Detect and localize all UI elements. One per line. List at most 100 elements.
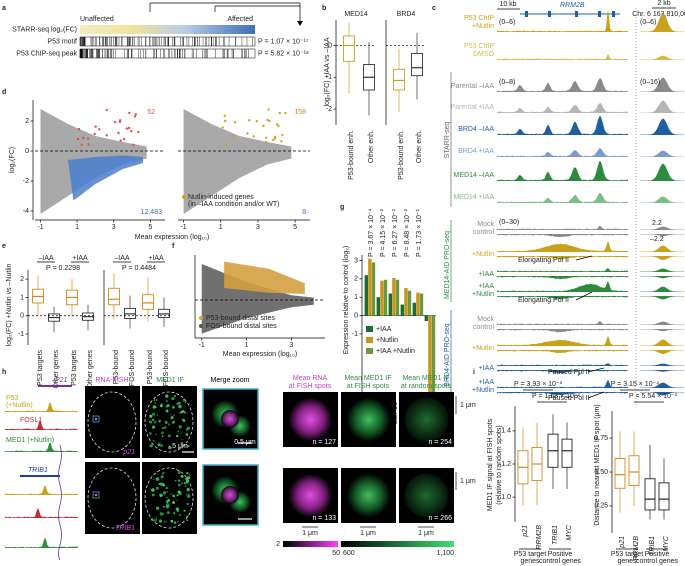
signal-track bbox=[640, 339, 684, 346]
group-label: STARR-seq bbox=[444, 121, 451, 158]
scatter-cloud bbox=[224, 261, 305, 294]
scatter-dot bbox=[128, 111, 131, 115]
y-tick-label: 2 bbox=[354, 276, 358, 283]
x-tick-label: 1 bbox=[219, 224, 223, 231]
fish-spot bbox=[94, 493, 98, 497]
n-label: n = 133 bbox=[312, 515, 336, 522]
track-label: Mock bbox=[477, 221, 494, 228]
if-spot bbox=[181, 438, 183, 441]
gene-label: P21 bbox=[55, 377, 68, 384]
legend-swatch bbox=[366, 348, 373, 354]
scatter-dot bbox=[137, 130, 140, 134]
count-label: 12,483 bbox=[141, 209, 163, 216]
box bbox=[658, 482, 670, 511]
y-axis-label: log₂(FC) +Nutlin vs –Nutlin bbox=[6, 264, 13, 347]
if-spot bbox=[180, 432, 182, 434]
if-spot bbox=[183, 481, 187, 485]
bar bbox=[364, 275, 368, 316]
if-spot bbox=[155, 406, 158, 409]
track-label: P53 ChIP bbox=[464, 15, 494, 22]
gradient-bar bbox=[80, 25, 255, 34]
group-label: control genes bbox=[539, 558, 582, 565]
y-axis-label: log₂(FC) bbox=[9, 147, 16, 173]
if-spot bbox=[165, 500, 169, 504]
signal-track bbox=[640, 268, 684, 272]
cell-label: TRIB1 bbox=[115, 525, 135, 532]
if-spot bbox=[186, 502, 189, 506]
bar bbox=[380, 280, 384, 316]
category-label: RRM2B bbox=[536, 525, 543, 550]
signal-track bbox=[497, 78, 628, 92]
group-label: –IAA bbox=[114, 255, 130, 262]
signal-track bbox=[640, 276, 684, 279]
colorbar-label: 2 bbox=[276, 541, 280, 548]
if-spot bbox=[152, 439, 155, 442]
signal-track bbox=[640, 77, 684, 92]
if-spot bbox=[160, 475, 164, 479]
if-spot bbox=[168, 445, 172, 450]
if-spot bbox=[155, 506, 160, 510]
shape bbox=[548, 11, 551, 17]
category-label: p21 bbox=[522, 525, 529, 538]
if-spot bbox=[155, 398, 158, 401]
if-spot bbox=[186, 482, 189, 484]
y-tick-label: 1.4 bbox=[501, 428, 511, 435]
x-tick-label: 1 bbox=[75, 224, 79, 231]
if-spot bbox=[155, 486, 159, 490]
group-label: +IAA bbox=[148, 255, 164, 262]
p-value: P = 5.54 × 10⁻³ bbox=[629, 393, 678, 400]
scatter-dot bbox=[221, 126, 224, 129]
bar bbox=[395, 279, 400, 316]
x-tick-label: -1 bbox=[37, 224, 43, 231]
p-value: P = 0.2298 bbox=[46, 265, 80, 272]
colorbar-label: 50 bbox=[332, 550, 340, 557]
signal-track bbox=[640, 55, 684, 60]
if-spot bbox=[180, 410, 184, 414]
if-spot bbox=[165, 521, 167, 523]
box bbox=[561, 438, 573, 468]
box bbox=[628, 455, 640, 487]
if-spot bbox=[177, 490, 181, 494]
x-tick-label: 3 bbox=[112, 224, 116, 231]
p-value: P = 0.4484 bbox=[122, 265, 156, 272]
if-spot bbox=[177, 401, 181, 405]
y-tick-label: 1.2 bbox=[501, 461, 511, 468]
if-spot bbox=[148, 431, 152, 435]
column-header: at FISH spots bbox=[347, 383, 390, 390]
if-spot bbox=[177, 431, 179, 433]
legend-label: +IAA +Nutlin bbox=[376, 348, 415, 355]
signal-track bbox=[497, 296, 628, 300]
scale-label: 5 μm bbox=[172, 443, 188, 450]
if-spot bbox=[153, 399, 156, 401]
scatter-dot bbox=[246, 132, 249, 135]
if-spot bbox=[175, 507, 180, 511]
if-spot bbox=[185, 477, 188, 481]
annotation: Elongating Pol II bbox=[518, 297, 569, 304]
if-spot bbox=[149, 420, 153, 424]
scatter-cloud bbox=[67, 155, 144, 201]
scale-label: 1 μm bbox=[460, 478, 476, 485]
break-line bbox=[58, 444, 62, 561]
column-header: Mean MED1 IF bbox=[402, 375, 449, 382]
if-spot bbox=[161, 427, 164, 430]
scale-label: 1 μm bbox=[360, 530, 376, 537]
x-tick-label: -1 bbox=[180, 224, 186, 231]
panel-label: b bbox=[322, 5, 326, 12]
range-label: (0–30) bbox=[499, 219, 519, 226]
if-spot bbox=[180, 474, 184, 478]
if-spot bbox=[151, 488, 155, 492]
scatter-dot bbox=[87, 143, 90, 146]
if-spot bbox=[154, 402, 157, 404]
micrograph bbox=[142, 462, 197, 534]
if-spot bbox=[165, 409, 169, 413]
legend-swatch bbox=[366, 337, 373, 343]
nucleus-outline bbox=[87, 467, 137, 529]
scatter-dot bbox=[266, 118, 269, 122]
zoom-blob bbox=[221, 486, 239, 504]
y-tick-label: 2 bbox=[20, 276, 24, 283]
group-label: +IAA bbox=[72, 255, 88, 262]
signal-track bbox=[497, 276, 628, 280]
bar bbox=[368, 258, 372, 316]
signal-track bbox=[497, 379, 628, 388]
gene-label: RRM2B bbox=[560, 2, 585, 9]
